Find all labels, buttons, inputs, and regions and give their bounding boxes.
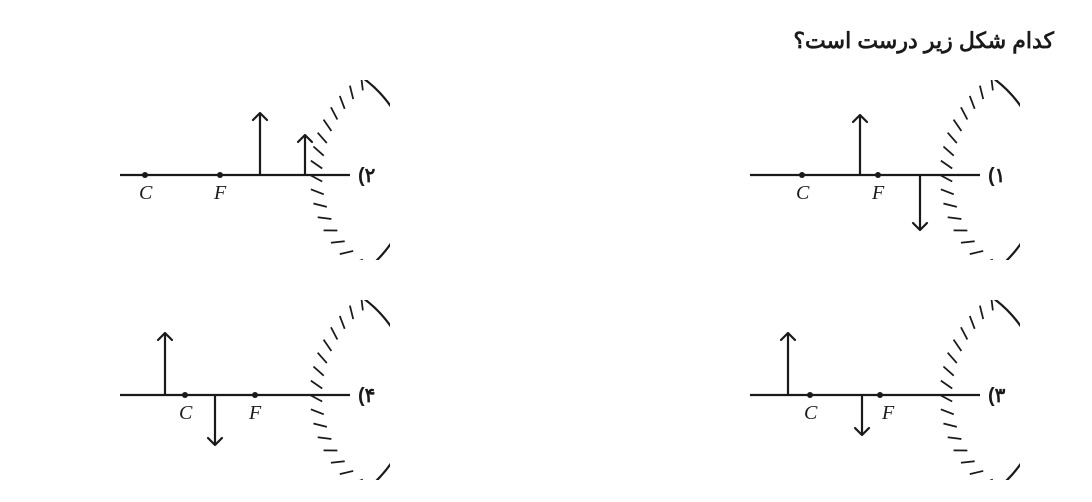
- point-label-C: C: [804, 402, 818, 424]
- mirror-diagram-svg: CF: [90, 80, 390, 260]
- point-label-F: F: [881, 402, 895, 424]
- point-label-C: C: [179, 402, 193, 424]
- diagram-option-2: CF ۲): [90, 80, 390, 260]
- option-label-4: ۴): [358, 383, 375, 408]
- diagram-option-3: CF ۳): [720, 300, 1020, 480]
- point-label-F: F: [871, 182, 885, 204]
- point-label-F: F: [248, 402, 262, 424]
- diagram-option-1: CF ۱): [720, 80, 1020, 260]
- point-label-C: C: [139, 182, 153, 204]
- question-text: کدام شکل زیر درست است؟: [793, 28, 1054, 54]
- mirror-diagram-svg: CF: [720, 300, 1020, 480]
- diagram-option-4: CF ۴): [90, 300, 390, 480]
- mirror-diagram-svg: CF: [720, 80, 1020, 260]
- option-label-1: ۱): [988, 163, 1005, 188]
- mirror-diagram-svg: CF: [90, 300, 390, 480]
- option-label-2: ۲): [358, 163, 375, 188]
- point-label-F: F: [213, 182, 227, 204]
- point-label-C: C: [796, 182, 810, 204]
- option-label-3: ۳): [988, 383, 1005, 408]
